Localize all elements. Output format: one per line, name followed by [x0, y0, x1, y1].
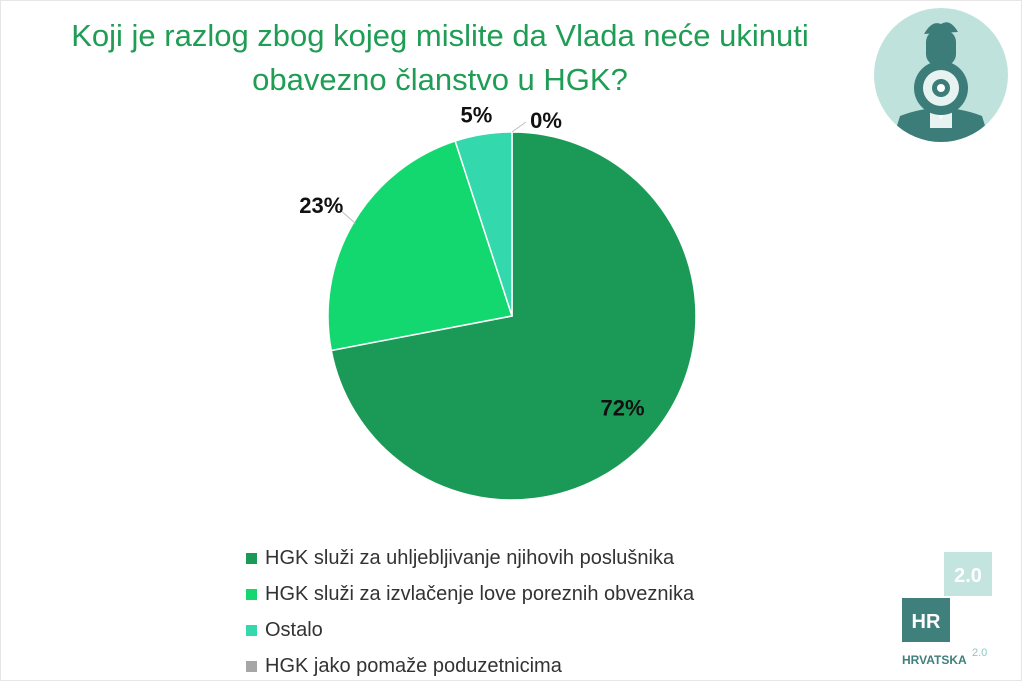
pie-slice-ostalo	[454, 131, 513, 317]
data-label-hgk-sluzi-za-izvlacenje-love-poreznih-obveznika: 23%	[299, 193, 343, 218]
pie-slice-hgk-sluzi-za-uhljebljivanje-njihovih-poslusnika	[330, 131, 697, 501]
data-label-ostalo: 5%	[461, 102, 493, 127]
legend-item-ostalo: Ostalo	[246, 612, 694, 648]
logo-suffix: 2.0	[972, 647, 987, 659]
pie-chart: 72% 23% 5% 0%	[299, 102, 697, 501]
legend-label: HGK služi za izvlačenje love poreznih ob…	[265, 582, 695, 605]
legend-item-hgk-sluzi-za-uhljebljivanje-njihovih-poslusnika: HGK služi za uhljebljivanje njihovih pos…	[246, 540, 694, 576]
data-label-hgk-sluzi-za-uhljebljivanje-njihovih-poslusnika: 72%	[601, 395, 645, 420]
logo-badge: 2.0	[954, 565, 982, 587]
legend-item-hgk-jako-pomaze-poduzetnicima: HGK jako pomaže poduzetnicima	[246, 648, 694, 684]
legend-label: Ostalo	[265, 618, 323, 641]
data-label-hgk-jako-pomaze-poduzetnicima: 0%	[530, 108, 562, 133]
legend-swatch	[246, 552, 257, 564]
leader-line-hgk-sluzi-za-izvlacenje-love-poreznih-obveznika	[338, 208, 356, 224]
legend-label: HGK služi za uhljebljivanje njihovih pos…	[265, 546, 675, 569]
legend-swatch	[246, 624, 257, 636]
chart-legend: HGK služi za uhljebljivanje njihovih pos…	[246, 540, 694, 684]
chart-title: Koji je razlog zbog kojeg mislite da Vla…	[71, 18, 809, 97]
legend-item-hgk-sluzi-za-izvlacenje-love-poreznih-obveznika: HGK služi za izvlačenje love poreznih ob…	[246, 576, 694, 612]
leader-line-hgk-jako-pomaze-poduzetnicima	[511, 121, 527, 133]
logo-badge-box	[944, 552, 992, 596]
legend-swatch	[246, 588, 257, 600]
logo-mark-box	[902, 598, 950, 642]
legend-swatch	[246, 660, 257, 672]
legend-label: HGK jako pomaže poduzetnicima	[265, 654, 562, 677]
megaphone-person-icon	[874, 8, 1008, 142]
logo-mark: HR	[912, 611, 941, 633]
logo-name: HRVATSKA	[902, 653, 967, 667]
hrvatska-logo: 2.0 HR HRVATSKA 2.0	[902, 552, 992, 667]
